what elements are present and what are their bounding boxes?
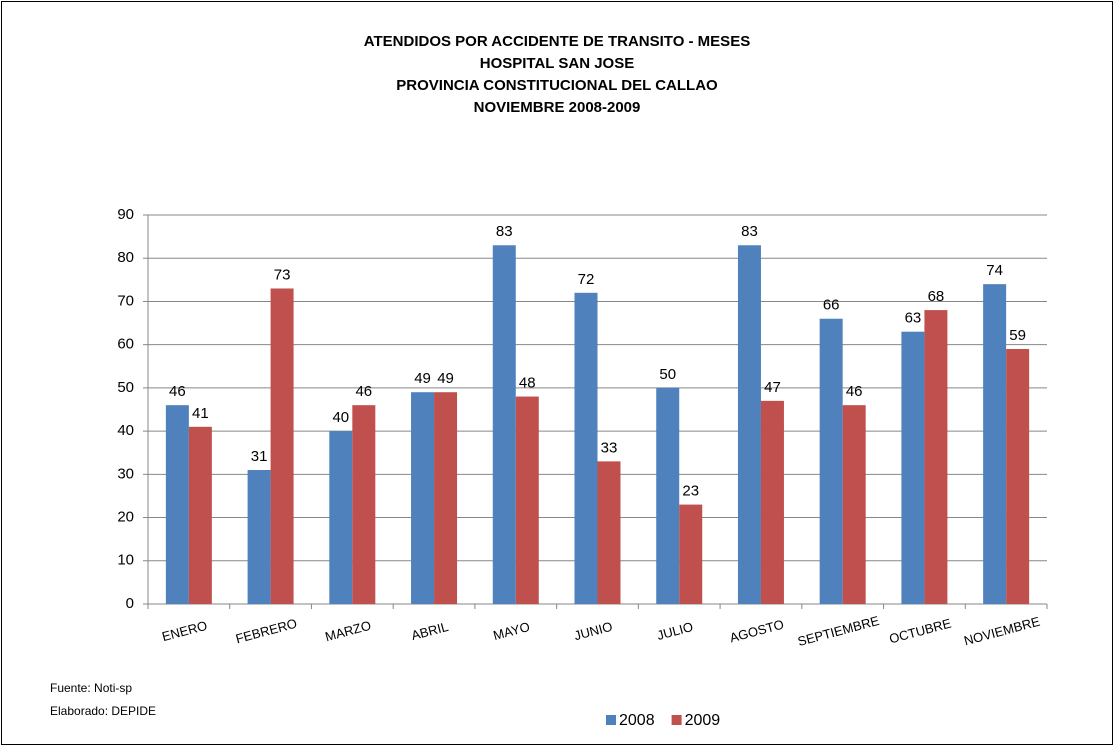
y-tick-label: 60 bbox=[117, 336, 134, 353]
bar bbox=[188, 426, 212, 604]
bar bbox=[329, 431, 353, 604]
y-tick-label: 30 bbox=[117, 465, 134, 482]
legend-label: 2008 bbox=[619, 712, 655, 729]
y-tick-label: 0 bbox=[126, 595, 134, 612]
data-label: 50 bbox=[659, 366, 676, 383]
bar bbox=[1006, 348, 1030, 604]
bar bbox=[165, 405, 189, 604]
legend-swatch bbox=[671, 715, 682, 725]
data-label: 73 bbox=[274, 266, 291, 283]
data-label: 63 bbox=[905, 310, 922, 327]
bar bbox=[737, 245, 761, 604]
bar bbox=[411, 392, 435, 604]
data-label: 72 bbox=[578, 271, 595, 288]
bar bbox=[434, 392, 458, 604]
y-tick-label: 40 bbox=[117, 422, 134, 439]
chart-title: HOSPITAL SAN JOSE bbox=[480, 55, 634, 72]
data-label: 49 bbox=[414, 370, 431, 387]
data-label: 46 bbox=[355, 383, 372, 400]
data-label: 74 bbox=[986, 262, 1003, 279]
bar bbox=[656, 387, 680, 604]
legend-swatch bbox=[606, 715, 616, 725]
note: Elaborado: DEPIDE bbox=[50, 704, 156, 718]
bar bbox=[983, 284, 1007, 604]
data-label: 49 bbox=[437, 370, 454, 387]
bar bbox=[492, 245, 516, 604]
bar bbox=[597, 461, 621, 604]
bar bbox=[760, 400, 784, 604]
data-label: 41 bbox=[192, 405, 209, 422]
bar bbox=[574, 292, 598, 604]
data-label: 40 bbox=[332, 409, 349, 426]
bar bbox=[924, 310, 948, 604]
bar bbox=[679, 504, 703, 604]
chart-title: ATENDIDOS POR ACCIDENTE DE TRANSITO - ME… bbox=[364, 33, 750, 50]
chart-title: PROVINCIA CONSTITUCIONAL DEL CALLAO bbox=[396, 77, 718, 94]
y-tick-label: 70 bbox=[117, 292, 134, 309]
data-label: 46 bbox=[169, 383, 186, 400]
y-tick-label: 50 bbox=[117, 379, 134, 396]
data-label: 59 bbox=[1009, 327, 1026, 344]
data-label: 83 bbox=[741, 223, 758, 240]
bar bbox=[270, 288, 294, 604]
bar bbox=[515, 396, 539, 604]
data-label: 33 bbox=[601, 439, 618, 456]
bar bbox=[901, 331, 925, 604]
bar bbox=[352, 405, 376, 604]
y-tick-label: 80 bbox=[117, 249, 134, 266]
y-tick-label: 90 bbox=[117, 206, 134, 223]
note: Fuente: Noti-sp bbox=[50, 681, 132, 695]
data-label: 47 bbox=[764, 379, 781, 396]
bar bbox=[842, 405, 866, 604]
data-label: 68 bbox=[928, 288, 945, 305]
y-tick-label: 10 bbox=[117, 552, 134, 569]
bar bbox=[247, 470, 271, 604]
data-label: 46 bbox=[846, 383, 863, 400]
data-label: 23 bbox=[682, 483, 699, 500]
legend-label: 2009 bbox=[685, 712, 721, 729]
data-label: 48 bbox=[519, 375, 536, 392]
data-label: 83 bbox=[496, 223, 513, 240]
chart-title: NOVIEMBRE 2008-2009 bbox=[474, 99, 641, 116]
bar bbox=[819, 318, 843, 604]
data-label: 66 bbox=[823, 297, 840, 314]
y-tick-label: 20 bbox=[117, 509, 134, 526]
data-label: 31 bbox=[251, 448, 268, 465]
